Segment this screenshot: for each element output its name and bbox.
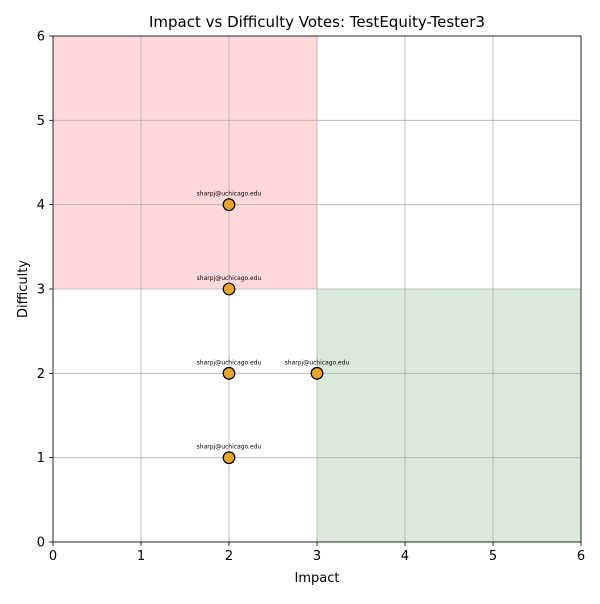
x-tick-label: 6 bbox=[577, 549, 585, 564]
x-tick-label: 3 bbox=[313, 549, 321, 564]
data-point bbox=[222, 366, 236, 380]
data-point bbox=[222, 451, 236, 465]
data-point bbox=[222, 198, 236, 212]
region-high-difficulty-low-impact bbox=[53, 36, 317, 289]
y-tick-label: 6 bbox=[37, 30, 45, 45]
data-point-label: sharpj@uchicago.edu bbox=[197, 191, 262, 198]
x-tick-label: 4 bbox=[401, 549, 409, 564]
x-tick-label: 1 bbox=[137, 549, 145, 564]
x-tick-label: 2 bbox=[225, 549, 233, 564]
data-point-label: sharpj@uchicago.edu bbox=[197, 359, 262, 366]
y-tick-label: 5 bbox=[37, 114, 45, 129]
x-axis-label: Impact bbox=[295, 571, 340, 586]
region-low-difficulty-high-impact bbox=[317, 289, 581, 542]
y-tick-label: 0 bbox=[37, 536, 45, 551]
y-tick-label: 3 bbox=[37, 283, 45, 298]
y-tick-label: 1 bbox=[37, 451, 45, 466]
x-tick-label: 5 bbox=[489, 549, 497, 564]
data-point-label: sharpj@uchicago.edu bbox=[285, 359, 350, 366]
y-tick-label: 2 bbox=[37, 367, 45, 382]
y-axis-label: Difficulty bbox=[16, 260, 31, 318]
x-tick-label: 0 bbox=[49, 549, 57, 564]
data-point-label: sharpj@uchicago.edu bbox=[197, 444, 262, 451]
data-point bbox=[222, 282, 236, 296]
y-tick-label: 4 bbox=[37, 198, 45, 213]
data-point-label: sharpj@uchicago.edu bbox=[197, 275, 262, 282]
data-point bbox=[310, 366, 324, 380]
chart-title: Impact vs Difficulty Votes: TestEquity-T… bbox=[149, 13, 485, 31]
